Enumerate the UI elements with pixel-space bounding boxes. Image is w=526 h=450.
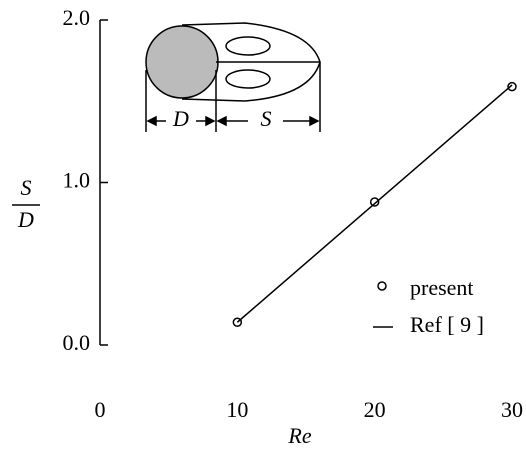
x-tick-label: 20 bbox=[364, 397, 386, 422]
vortex bbox=[226, 70, 270, 88]
legend-label: Ref [ 9 ] bbox=[410, 312, 484, 337]
legend-label: present bbox=[410, 275, 474, 300]
y-axis-label: D bbox=[17, 207, 34, 232]
legend-marker bbox=[378, 282, 386, 290]
cylinder bbox=[146, 26, 218, 98]
y-axis-label: S bbox=[21, 175, 32, 200]
y-tick-label: 0.0 bbox=[63, 330, 91, 355]
x-tick-label: 10 bbox=[226, 397, 248, 422]
vortex bbox=[226, 37, 270, 55]
y-tick-label: 2.0 bbox=[63, 5, 91, 30]
x-tick-label: 0 bbox=[95, 397, 106, 422]
x-tick-label: 30 bbox=[501, 397, 523, 422]
annotation: S bbox=[261, 106, 272, 131]
x-axis-label: Re bbox=[287, 423, 311, 448]
y-tick-label: 1.0 bbox=[63, 168, 91, 193]
chart: D S S D Re 0.0 1.0 2.0 0 10 20 30 present Ref [ … bbox=[0, 0, 526, 450]
annotation: D bbox=[172, 106, 189, 131]
